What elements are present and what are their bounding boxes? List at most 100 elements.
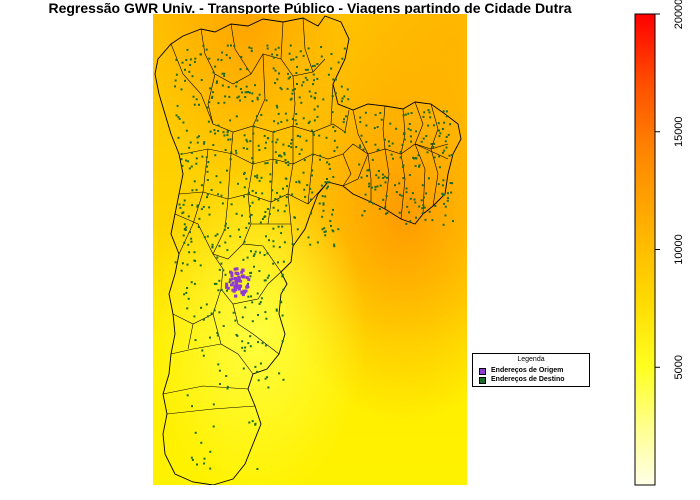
destination-point bbox=[221, 84, 224, 87]
destination-point bbox=[203, 142, 205, 145]
destination-point bbox=[316, 77, 319, 80]
destination-point bbox=[182, 211, 185, 214]
destination-point bbox=[289, 98, 292, 101]
destination-point bbox=[200, 441, 203, 444]
destination-point bbox=[217, 129, 220, 132]
destination-point bbox=[181, 61, 184, 64]
destination-point bbox=[191, 405, 193, 408]
destination-point bbox=[256, 176, 259, 179]
destination-point bbox=[329, 220, 332, 222]
destination-point bbox=[441, 128, 444, 130]
destination-point bbox=[264, 211, 267, 213]
destination-point bbox=[203, 457, 206, 460]
origin-point bbox=[234, 271, 238, 275]
destination-point bbox=[188, 146, 191, 149]
destination-point bbox=[443, 193, 446, 196]
destination-point bbox=[224, 273, 227, 276]
destination-point bbox=[299, 50, 302, 53]
destination-point bbox=[190, 240, 193, 243]
destination-point bbox=[213, 282, 216, 285]
destination-point bbox=[376, 126, 379, 128]
destination-point bbox=[391, 142, 394, 145]
destination-point bbox=[287, 161, 290, 164]
destination-point bbox=[333, 245, 336, 248]
destination-point bbox=[193, 103, 196, 106]
destination-point bbox=[256, 174, 259, 177]
destination-point bbox=[241, 316, 244, 319]
destination-point bbox=[398, 182, 401, 185]
origin-point bbox=[239, 284, 243, 288]
destination-point bbox=[322, 98, 325, 101]
destination-point bbox=[206, 179, 209, 181]
destination-point bbox=[421, 207, 424, 210]
destination-point bbox=[198, 217, 201, 220]
destination-point bbox=[215, 81, 218, 84]
destination-point bbox=[259, 301, 262, 304]
destination-point bbox=[216, 80, 218, 83]
origin-point bbox=[230, 277, 234, 281]
destination-point bbox=[195, 188, 198, 191]
destination-point bbox=[215, 282, 218, 285]
destination-point bbox=[308, 120, 311, 123]
destination-point bbox=[289, 44, 292, 47]
destination-point bbox=[332, 176, 335, 178]
destination-point bbox=[256, 119, 259, 122]
destination-point bbox=[227, 227, 230, 229]
destination-point bbox=[224, 241, 227, 244]
destination-point bbox=[179, 206, 182, 209]
destination-point bbox=[303, 159, 306, 162]
destination-point bbox=[196, 141, 199, 144]
surface-low-zone bbox=[153, 14, 467, 485]
destination-point bbox=[322, 202, 325, 205]
destination-point bbox=[267, 274, 270, 277]
destination-point bbox=[241, 91, 243, 94]
destination-point bbox=[251, 320, 254, 323]
destination-point bbox=[442, 194, 445, 197]
destination-point bbox=[251, 100, 254, 103]
destination-point bbox=[361, 214, 364, 217]
destination-point bbox=[379, 184, 382, 187]
destination-point bbox=[324, 181, 327, 184]
destination-point bbox=[193, 282, 196, 285]
destination-point bbox=[180, 88, 183, 91]
destination-point bbox=[415, 157, 418, 160]
destination-point bbox=[243, 134, 246, 137]
destination-point bbox=[333, 150, 336, 152]
destination-point bbox=[200, 208, 203, 211]
destination-point bbox=[337, 228, 340, 231]
destination-point bbox=[429, 116, 432, 119]
destination-point bbox=[311, 169, 314, 172]
destination-point bbox=[207, 120, 210, 123]
destination-point bbox=[248, 222, 250, 225]
destination-point bbox=[318, 134, 321, 137]
destination-point bbox=[227, 86, 230, 89]
destination-point bbox=[423, 206, 426, 209]
destination-point bbox=[441, 192, 444, 195]
destination-point bbox=[267, 386, 270, 389]
destination-point bbox=[422, 204, 425, 207]
destination-point bbox=[244, 96, 247, 98]
destination-point bbox=[191, 458, 194, 461]
destination-point bbox=[444, 214, 447, 217]
destination-point bbox=[300, 101, 303, 104]
destination-point bbox=[282, 288, 285, 291]
destination-point bbox=[212, 403, 215, 406]
destination-point bbox=[359, 116, 362, 119]
destination-point bbox=[271, 53, 273, 56]
destination-point bbox=[264, 377, 267, 380]
destination-point bbox=[326, 181, 329, 184]
destination-point bbox=[377, 176, 380, 179]
destination-point bbox=[398, 193, 401, 196]
destination-point bbox=[252, 161, 255, 164]
destination-point bbox=[275, 104, 278, 107]
destination-point bbox=[207, 161, 210, 164]
destination-point bbox=[303, 188, 306, 191]
destination-point bbox=[371, 158, 374, 161]
destination-point bbox=[288, 52, 291, 55]
destination-point bbox=[191, 189, 194, 192]
destination-point bbox=[263, 254, 266, 256]
destination-point bbox=[222, 131, 225, 134]
destination-point bbox=[229, 119, 232, 122]
destination-point bbox=[322, 203, 325, 206]
destination-point bbox=[415, 130, 418, 133]
